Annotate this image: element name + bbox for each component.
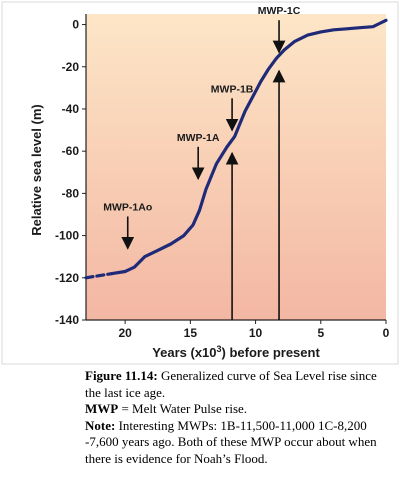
y-tick-label: 0	[72, 18, 79, 32]
x-tick-label: 20	[118, 326, 132, 340]
x-axis-title-prefix: Years (x10	[152, 345, 216, 360]
x-axis-title: Years (x103) before present	[152, 344, 320, 360]
sea-level-chart: 0 -20 -40 -60 -80 -100 -120 -140 20 15 10 5 0 MWP-1A…	[1, 1, 399, 365]
series-layer	[84, 18, 388, 280]
outer-frame	[1, 1, 399, 365]
y-tick-label: -20	[62, 60, 80, 74]
x-tick-label: 10	[249, 326, 263, 340]
marker-layer	[225, 69, 286, 320]
caption-line-figure: Figure 11.14: Generalized curve of Sea L…	[85, 368, 390, 401]
sea-level-dashed-segment	[84, 272, 114, 280]
x-tick-label: 15	[184, 326, 198, 340]
x-axis-title-superscript: 3	[217, 344, 222, 354]
plot-background	[86, 14, 386, 320]
caption-mwp-text: = Melt Water Pulse rise.	[118, 401, 248, 416]
y-tick-label: -80	[62, 186, 80, 200]
caption-note-label: Note:	[85, 417, 116, 433]
axes: 0 -20 -40 -60 -80 -100 -120 -140 20 15 10 5 0	[55, 14, 390, 340]
y-tick-label: -60	[62, 144, 80, 158]
caption-figure-text: Generalized curve of Sea Level rise sinc…	[85, 368, 377, 400]
caption-figure-label: Figure 11.14:	[85, 368, 158, 383]
figure-caption: Figure 11.14: Generalized curve of Sea L…	[85, 368, 390, 467]
caption-note-text: Interesting MWPs: 1B-11,500-11,000 1C-8,…	[85, 417, 377, 466]
x-tick-label: 0	[383, 326, 390, 340]
y-tick-label: -120	[55, 271, 79, 285]
caption-mwp-label: MWP	[85, 401, 119, 416]
y-tick-label: -40	[62, 102, 80, 116]
annotation-label: MWP-1Ao	[103, 201, 152, 213]
caption-line-mwp: MWP = Melt Water Pulse rise.	[85, 401, 390, 418]
annotation-layer: MWP-1Ao MWP-1A MWP-1B MWP-1C	[103, 5, 301, 250]
caption-line-note: Note: Interesting MWPs: 1B-11,500-11,000…	[85, 418, 390, 468]
annotation-label: MWP-1B	[211, 83, 254, 95]
y-tick-label: -140	[55, 313, 79, 327]
x-tick-label: 5	[317, 326, 324, 340]
sea-level-curve	[110, 18, 388, 276]
annotation-label: MWP-1A	[177, 132, 220, 144]
y-axis-title: Relative sea level (m)	[29, 104, 44, 236]
x-axis-title-suffix: ) before present	[222, 345, 321, 360]
y-tick-label: -100	[55, 229, 79, 243]
annotation-label: MWP-1C	[258, 5, 301, 17]
